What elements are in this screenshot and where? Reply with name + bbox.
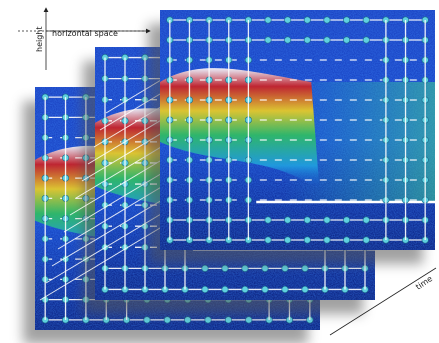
- grid-node: [284, 37, 290, 43]
- grid-node: [363, 37, 369, 43]
- grid-node: [324, 17, 330, 23]
- grid-node: [202, 286, 208, 292]
- grid-node: [222, 265, 228, 271]
- grid-node: [363, 17, 369, 23]
- grid-node: [262, 265, 268, 271]
- grid-node: [302, 286, 308, 292]
- grid-node: [225, 317, 231, 323]
- grid-node: [202, 265, 208, 271]
- grid-node: [205, 317, 211, 323]
- grid-node: [265, 217, 271, 223]
- grid-node: [343, 237, 349, 243]
- grid-node: [324, 37, 330, 43]
- grid-node: [265, 237, 271, 243]
- grid-node: [284, 17, 290, 23]
- grid-node: [265, 17, 271, 23]
- grid-node: [246, 317, 252, 323]
- horizontal-space-label: horizontal space: [52, 29, 118, 38]
- grid-node: [343, 217, 349, 223]
- grid-node: [144, 317, 150, 323]
- grid-node: [302, 265, 308, 271]
- grid-node: [324, 237, 330, 243]
- grid-node: [265, 37, 271, 43]
- page: horizontal space height time (() => { co…: [0, 0, 439, 343]
- grid-node: [262, 286, 268, 292]
- grid-node: [242, 286, 248, 292]
- grid-node: [184, 317, 190, 323]
- grid-node: [304, 37, 310, 43]
- grid-node: [282, 265, 288, 271]
- grid-node: [343, 37, 349, 43]
- panel: [148, 10, 435, 264]
- grid-node: [324, 217, 330, 223]
- grid-node: [284, 237, 290, 243]
- panels: [23, 10, 435, 343]
- grid-node: [304, 217, 310, 223]
- grid-node: [363, 217, 369, 223]
- grid-node: [242, 265, 248, 271]
- illustration: horizontal space height time: [0, 0, 439, 343]
- grid-node: [304, 17, 310, 23]
- time-label: time: [414, 274, 434, 292]
- grid-node: [164, 317, 170, 323]
- grid-node: [222, 286, 228, 292]
- grid-node: [343, 17, 349, 23]
- grid-node: [284, 217, 290, 223]
- grid-node: [304, 237, 310, 243]
- grid-node: [363, 237, 369, 243]
- height-label: height: [35, 27, 44, 53]
- grid-node: [282, 286, 288, 292]
